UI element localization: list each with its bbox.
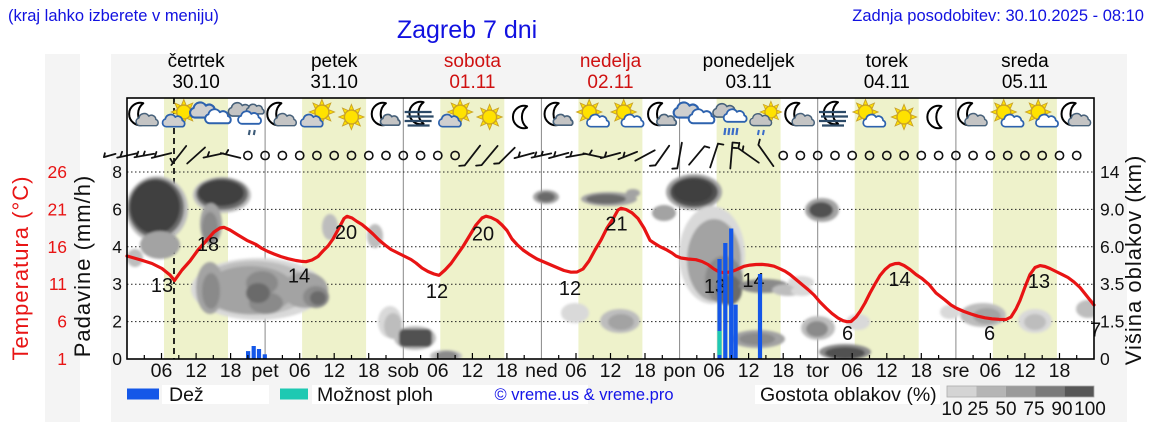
svg-text:13: 13 bbox=[704, 276, 726, 298]
svg-text:05.11: 05.11 bbox=[1002, 72, 1048, 93]
svg-text:torek: torek bbox=[866, 51, 909, 72]
svg-text:2: 2 bbox=[112, 312, 122, 332]
svg-text:11: 11 bbox=[49, 274, 67, 294]
svg-text:0: 0 bbox=[112, 349, 122, 369]
svg-text:7: 7 bbox=[1090, 320, 1101, 342]
svg-text:9.0: 9.0 bbox=[1100, 199, 1125, 219]
svg-text:18: 18 bbox=[1049, 360, 1071, 382]
svg-text:6: 6 bbox=[842, 323, 853, 345]
svg-text:18: 18 bbox=[910, 360, 932, 382]
svg-text:12: 12 bbox=[559, 278, 581, 300]
svg-text:sob: sob bbox=[388, 360, 420, 382]
svg-text:18: 18 bbox=[197, 234, 219, 256]
svg-text:0: 0 bbox=[1100, 349, 1110, 369]
svg-text:četrtek: četrtek bbox=[168, 51, 226, 72]
svg-text:12: 12 bbox=[185, 360, 207, 382]
svg-text:13: 13 bbox=[1028, 271, 1050, 293]
svg-text:© vreme.us & vreme.pro: © vreme.us & vreme.pro bbox=[494, 386, 673, 404]
svg-text:50: 50 bbox=[995, 399, 1016, 420]
svg-text:12: 12 bbox=[600, 360, 622, 382]
svg-text:18: 18 bbox=[358, 360, 380, 382]
svg-text:Zadnja posodobitev: 30.10.2025: Zadnja posodobitev: 30.10.2025 - 08:10 bbox=[852, 7, 1144, 25]
svg-text:01.11: 01.11 bbox=[449, 72, 495, 93]
svg-text:Možnost ploh: Možnost ploh bbox=[317, 384, 433, 406]
svg-text:90: 90 bbox=[1051, 399, 1072, 420]
svg-text:06: 06 bbox=[427, 360, 449, 382]
svg-text:Dež: Dež bbox=[169, 384, 204, 406]
svg-text:(kraj lahko izberete v meniju): (kraj lahko izberete v meniju) bbox=[8, 7, 219, 25]
svg-text:20: 20 bbox=[472, 224, 494, 246]
svg-text:04.11: 04.11 bbox=[864, 72, 910, 93]
svg-text:16: 16 bbox=[48, 237, 67, 257]
svg-text:8: 8 bbox=[112, 162, 122, 182]
svg-text:ned: ned bbox=[525, 360, 558, 382]
svg-text:pon: pon bbox=[663, 360, 696, 382]
svg-text:26: 26 bbox=[48, 162, 67, 182]
svg-text:12: 12 bbox=[323, 360, 345, 382]
svg-text:75: 75 bbox=[1023, 399, 1044, 420]
svg-text:12: 12 bbox=[738, 360, 760, 382]
svg-text:3: 3 bbox=[112, 274, 122, 294]
svg-text:6: 6 bbox=[112, 199, 122, 219]
svg-text:06: 06 bbox=[841, 360, 863, 382]
svg-text:1.5: 1.5 bbox=[1100, 312, 1124, 332]
svg-text:Višina oblakov (km): Višina oblakov (km) bbox=[1121, 155, 1146, 366]
svg-text:Zagreb 7 dni: Zagreb 7 dni bbox=[397, 16, 537, 44]
svg-text:06: 06 bbox=[980, 360, 1002, 382]
svg-text:6: 6 bbox=[57, 312, 67, 332]
svg-text:12: 12 bbox=[876, 360, 898, 382]
svg-text:13: 13 bbox=[151, 275, 173, 297]
svg-text:3.5: 3.5 bbox=[1100, 274, 1124, 294]
svg-text:31.10: 31.10 bbox=[310, 72, 358, 93]
svg-text:pet: pet bbox=[252, 360, 280, 382]
svg-text:18: 18 bbox=[772, 360, 794, 382]
svg-text:6: 6 bbox=[984, 323, 995, 345]
svg-text:14: 14 bbox=[1100, 162, 1120, 182]
svg-text:Padavine (mm/h): Padavine (mm/h) bbox=[70, 175, 95, 358]
svg-text:20: 20 bbox=[335, 222, 357, 244]
svg-text:02.11: 02.11 bbox=[587, 72, 633, 93]
svg-text:Temperatura (°C): Temperatura (°C) bbox=[8, 176, 33, 361]
svg-text:nedelja: nedelja bbox=[580, 51, 642, 72]
svg-text:6.0: 6.0 bbox=[1100, 237, 1125, 257]
svg-text:03.11: 03.11 bbox=[726, 72, 772, 93]
svg-text:tor: tor bbox=[806, 360, 829, 382]
svg-text:4: 4 bbox=[112, 237, 122, 257]
svg-text:12: 12 bbox=[462, 360, 484, 382]
svg-text:12: 12 bbox=[1014, 360, 1036, 382]
svg-text:Gostota oblakov (%): Gostota oblakov (%) bbox=[760, 384, 937, 406]
svg-text:06: 06 bbox=[289, 360, 311, 382]
svg-text:12: 12 bbox=[426, 281, 448, 303]
svg-text:18: 18 bbox=[496, 360, 518, 382]
svg-text:petek: petek bbox=[311, 51, 358, 72]
svg-text:18: 18 bbox=[634, 360, 656, 382]
svg-text:ponedeljek: ponedeljek bbox=[703, 51, 795, 72]
svg-text:14: 14 bbox=[888, 269, 910, 291]
svg-text:06: 06 bbox=[703, 360, 725, 382]
svg-text:sobota: sobota bbox=[444, 51, 501, 72]
svg-text:06: 06 bbox=[151, 360, 173, 382]
svg-text:sre: sre bbox=[942, 360, 969, 382]
svg-text:100: 100 bbox=[1074, 399, 1106, 420]
svg-text:1: 1 bbox=[57, 349, 67, 369]
svg-text:21: 21 bbox=[605, 214, 627, 236]
svg-text:30.10: 30.10 bbox=[172, 72, 220, 93]
svg-text:06: 06 bbox=[565, 360, 587, 382]
svg-text:10: 10 bbox=[941, 399, 962, 420]
svg-text:14: 14 bbox=[288, 266, 310, 288]
svg-text:18: 18 bbox=[220, 360, 242, 382]
svg-text:25: 25 bbox=[967, 399, 988, 420]
svg-text:sreda: sreda bbox=[1001, 51, 1049, 72]
svg-text:21: 21 bbox=[48, 199, 67, 219]
